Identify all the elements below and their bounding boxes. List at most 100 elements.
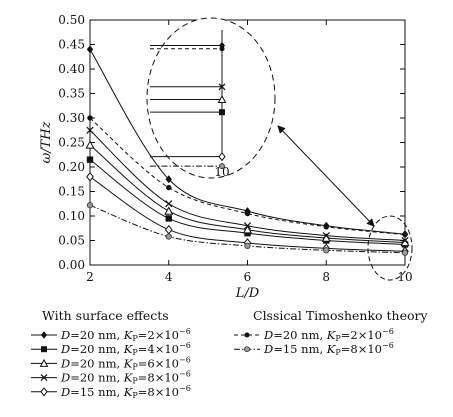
legend-k-symbol: K [123,371,134,385]
legend-title-classical: Clssical Timoshenko theory [253,308,428,323]
x-marker-stroke [165,200,173,208]
legend-d-symbol: D [263,342,273,356]
legend-d-value: =20 nm, [70,371,124,385]
legend-k-symbol: K [326,328,337,342]
series-line [89,117,406,236]
y-tick-label: 0.45 [58,38,85,52]
x-marker [86,126,94,134]
axes: 0.00 0.05 0.10 0.15 0.20 0.25 0.30 0.35 0.40 0.45… [39,13,413,301]
y-tick-label: 0.15 [58,185,85,199]
legend-k-symbol: K [326,342,337,356]
gray-circle-marker [323,247,330,254]
legend-k-subscript: P [132,377,138,386]
y-tick-label: 0.30 [58,111,85,125]
legend-entry: D=20 nm, KP=6×10−6 [31,355,191,371]
legend-label: D=20 nm, KP=2×10−6 [263,327,394,343]
legend-entry: D=15 nm, KP=8×10−6 [31,384,191,400]
legend-label: D=20 nm, KP=8×10−6 [60,370,191,386]
y-tick-label: 0.40 [58,62,85,76]
series-line [89,129,406,241]
legend-d-symbol: D [263,328,273,342]
legend-k-subscript: P [132,391,138,400]
legend-title-surface: With surface effects [42,308,169,323]
square-marker [165,215,172,222]
legend-d-symbol: D [60,328,70,342]
gray-circle-marker [244,346,250,353]
gray-circle-marker [244,242,251,250]
x-tick-label: 2 [86,270,94,284]
y-axis-title: ω/THz [39,121,54,163]
x-marker [40,374,48,382]
legend-d-symbol: D [60,356,70,370]
circle-marker [244,210,251,217]
triangle-marker [39,358,49,367]
x-marker [165,200,173,208]
y-tick-label: 0.35 [58,87,85,101]
diamond-marker [41,331,47,339]
gray-circle-marker [219,163,225,170]
legend-d-symbol: D [60,385,70,399]
legend-k-symbol: K [123,342,134,356]
x-tick-label: 6 [244,270,252,284]
x-axis-title: L/D [235,286,260,301]
legend-entry: D=15 nm, KP=8×10−6 [234,341,394,357]
legend-label: D=15 nm, KP=8×10−6 [263,341,394,357]
x-marker [243,222,252,230]
circle-marker [402,231,408,238]
legend-k-exponent: −6 [179,384,191,393]
legend-d-symbol: D [60,342,70,356]
open-diamond-marker [218,152,226,162]
y-tick-label: 0.05 [58,234,85,248]
legend-k-symbol: K [123,328,134,342]
x-marker [401,236,409,245]
legend-d-value: =20 nm, [273,328,327,342]
square-marker [41,346,47,353]
legend-k-subscript: P [132,334,138,343]
square-marker [86,156,94,163]
legend-k-symbol: K [123,356,134,370]
x-marker-stroke [243,222,252,230]
y-tick-label: 0.10 [58,209,85,223]
gray-circle-marker [165,233,172,240]
y-tick-label: 0.20 [58,160,85,174]
diamond-marker [86,45,94,54]
legend-entry: D=20 nm, KP=2×10−6 [31,327,191,343]
legend-k-exponent: −6 [179,327,191,336]
circle-marker [166,184,172,191]
zoom-inset-ellipse [146,17,276,179]
legend-d-value: =15 nm, [70,385,124,399]
circle-marker [219,46,225,52]
y-tick-label: 0.25 [58,136,85,150]
legend-k-subscript: P [132,362,138,371]
square-marker [219,109,225,116]
x-marker-stroke [218,83,226,91]
legend-k-exponent: −6 [179,355,191,364]
legend-entry: D=20 nm, KP=8×10−6 [31,370,191,386]
x-tick-label: 10 [397,270,412,284]
diamond-marker [165,175,172,184]
legend-label: D=20 nm, KP=2×10−6 [60,327,191,343]
legend-k-value: =6×10 [138,356,179,370]
legend-k-exponent: −6 [179,370,191,379]
zoom-region-ellipse [367,215,413,281]
y-tick-label: 0.50 [58,13,85,27]
x-marker-stroke [322,231,330,240]
legend-d-symbol: D [60,371,70,385]
triangle-marker [164,206,174,215]
legend-k-value: =4×10 [138,342,179,356]
legend-d-value: =20 nm, [70,342,124,356]
open-diamond-marker [86,171,94,182]
x-marker [218,83,226,91]
legend-k-exponent: −6 [382,327,394,336]
inset-x-label: 10 [214,165,229,179]
triangle-marker [85,140,95,149]
legend-k-exponent: −6 [382,341,394,350]
triangle-marker [217,94,227,103]
zoom-arrow [277,125,375,227]
circle-marker [87,115,93,121]
legend-d-value: =15 nm, [273,342,327,356]
open-diamond-marker [164,224,173,235]
series-line [89,144,406,243]
legend-k-value: =2×10 [138,328,179,342]
legend-entry: D=20 nm, KP=4×10−6 [31,341,191,357]
